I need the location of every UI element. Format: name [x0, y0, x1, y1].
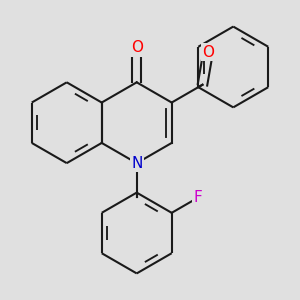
Text: N: N [131, 156, 142, 171]
Text: O: O [131, 40, 143, 56]
Text: O: O [202, 45, 214, 60]
Text: F: F [194, 190, 202, 205]
